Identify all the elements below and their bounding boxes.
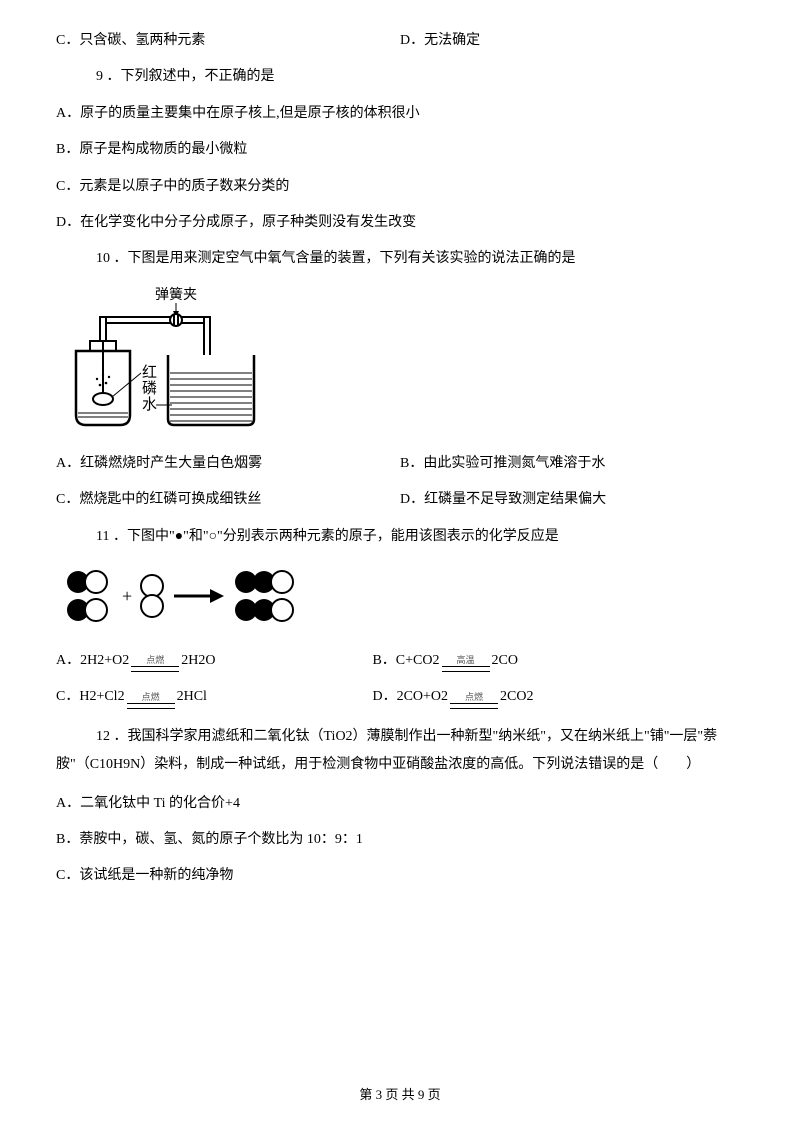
q12-stem: 12 ．我国科学家用滤纸和二氧化钛（TiO2）薄膜制作出一种新型"纳米纸"，又在… <box>56 723 744 779</box>
page-footer: 第 3 页 共 9 页 <box>0 1085 800 1106</box>
q11-option-b: B．C+CO2 高温 2CO <box>372 650 517 672</box>
q10-apparatus-figure: 弹簧夹 红 磷 水 <box>56 285 744 435</box>
q11-stem: 11 ．下图中"●"和"○"分别表示两种元素的原子，能用该图表示的化学反应是 <box>56 526 744 548</box>
q9-stem: 9 ．下列叙述中，不正确的是 <box>56 66 744 88</box>
q12-option-b: B．萘胺中，碳、氢、氮的原子个数比为 10：9：1 <box>56 829 744 851</box>
q11-option-a: A．2H2+O2 点燃 2H2O <box>56 650 215 672</box>
q11-option-c: C．H2+Cl2 点燃 2HCl <box>56 686 207 708</box>
q10-option-a: A．红磷燃烧时产生大量白色烟雾 <box>56 453 400 475</box>
q8-option-d: D．无法确定 <box>400 30 744 52</box>
q10-option-b: B．由此实验可推测氮气难溶于水 <box>400 453 744 475</box>
q10-option-c: C．燃烧匙中的红磷可换成细铁丝 <box>56 489 400 511</box>
q11-options-cd: C．H2+Cl2 点燃 2HCl D．2CO+O2 点燃 2CO2 <box>56 686 744 708</box>
label-phos: 磷 <box>142 380 157 397</box>
q10-option-d: D．红磷量不足导致测定结果偏大 <box>400 489 744 511</box>
q9-option-c: C．元素是以原子中的质子数来分类的 <box>56 176 744 198</box>
label-red: 红 <box>142 364 157 381</box>
svg-text:+: + <box>122 586 132 606</box>
q9-option-b: B．原子是构成物质的最小微粒 <box>56 139 744 161</box>
q9-option-a: A．原子的质量主要集中在原子核上,但是原子核的体积很小 <box>56 103 744 125</box>
q9-option-d: D．在化学变化中分子分成原子，原子种类则没有发生改变 <box>56 212 744 234</box>
q10-stem: 10 ．下图是用来测定空气中氧气含量的装置，下列有关该实验的说法正确的是 <box>56 248 744 270</box>
q8-options-cd: C．只含碳、氢两种元素 D．无法确定 <box>56 30 744 52</box>
q12-option-a: A．二氧化钛中 Ti 的化合价+4 <box>56 793 744 815</box>
label-water: 水 <box>142 396 157 413</box>
q11-molecule-figure: + <box>56 562 744 632</box>
q11-options-ab: A．2H2+O2 点燃 2H2O B．C+CO2 高温 2CO <box>56 650 744 672</box>
label-springclip: 弹簧夹 <box>155 287 197 303</box>
q11-option-d: D．2CO+O2 点燃 2CO2 <box>372 686 533 708</box>
q8-option-c: C．只含碳、氢两种元素 <box>56 30 400 52</box>
q10-options-cd: C．燃烧匙中的红磷可换成细铁丝 D．红磷量不足导致测定结果偏大 <box>56 489 744 511</box>
q12-option-c: C．该试纸是一种新的纯净物 <box>56 865 744 887</box>
q10-options-ab: A．红磷燃烧时产生大量白色烟雾 B．由此实验可推测氮气难溶于水 <box>56 453 744 475</box>
